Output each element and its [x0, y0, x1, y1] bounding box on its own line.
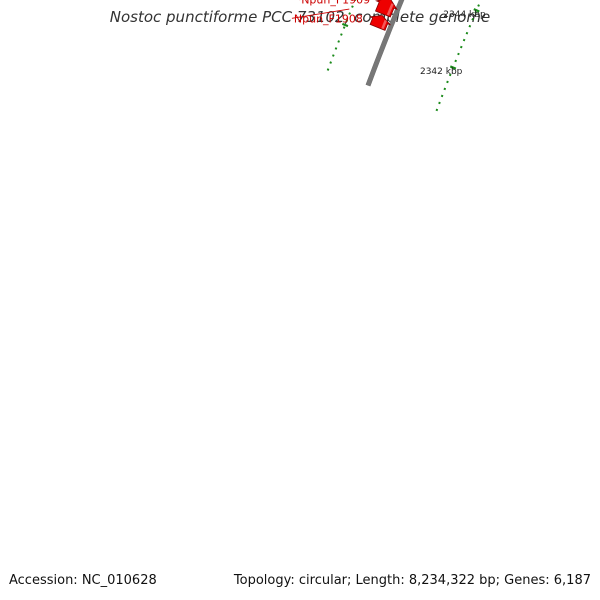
- gene-label[interactable]: Npun_F1908: [294, 12, 363, 25]
- tick-label: 2342 kbp: [420, 67, 463, 77]
- tick-label: 2344 kbp: [443, 10, 486, 20]
- backbone-core: [365, 0, 405, 87]
- gene-label-group[interactable]: Npun_F1909: [299, 0, 370, 7]
- major-tick: [341, 22, 349, 28]
- gene-features: [369, 0, 398, 31]
- major-tick: [449, 65, 457, 70]
- major-tick: [473, 8, 480, 13]
- gene-label[interactable]: Npun_F1909: [301, 0, 370, 7]
- gene-labels: Npun_F1908Npun_F1909Npun_F1910Npun_F1911…: [291, 0, 370, 25]
- leader-line: [291, 8, 350, 19]
- topology-text: Topology: circular; Length: 8,234,322 bp…: [233, 573, 591, 588]
- gene-feature-red[interactable]: [369, 15, 391, 31]
- gene-feature-red[interactable]: [374, 0, 398, 18]
- genome-backbone: [365, 0, 405, 87]
- gene-label-group[interactable]: Npun_F1908: [291, 8, 363, 25]
- accession-text: Accession: NC_010628: [9, 573, 157, 588]
